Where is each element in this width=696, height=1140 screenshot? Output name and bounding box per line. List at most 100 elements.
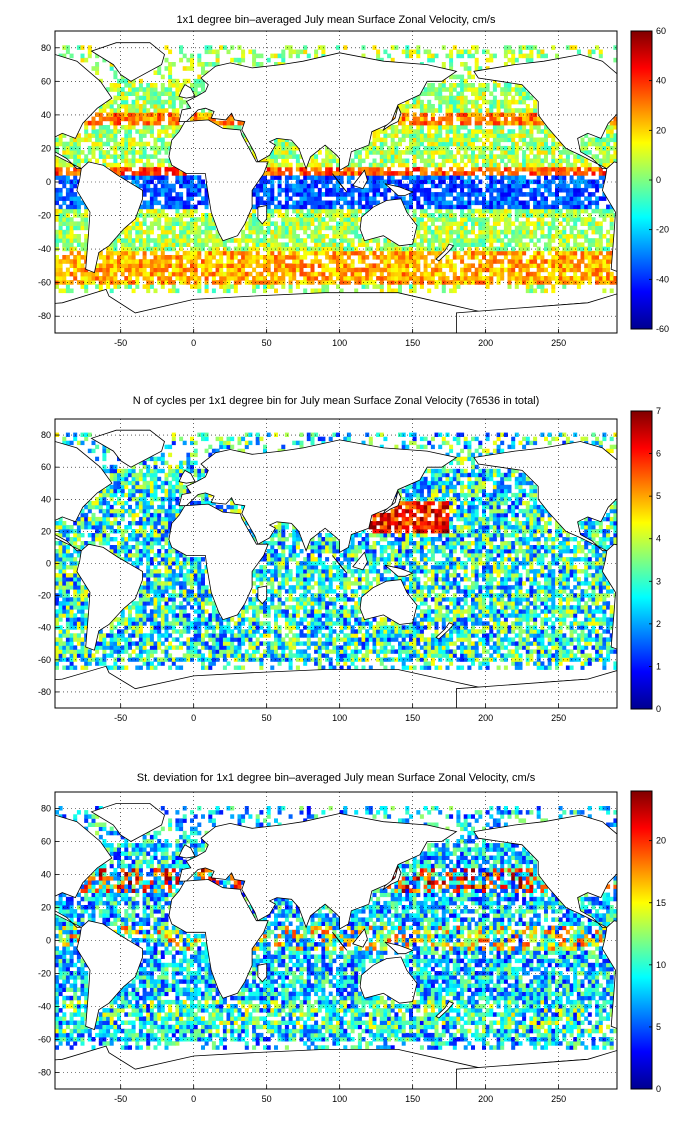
data-cell	[233, 271, 238, 277]
data-cell	[558, 221, 563, 226]
data-cell	[84, 246, 89, 252]
data-cell	[157, 267, 162, 273]
data-cell	[372, 171, 377, 176]
data-cell	[441, 192, 446, 197]
data-cell	[321, 250, 326, 256]
data-cell	[467, 187, 472, 193]
data-cell	[525, 271, 530, 277]
data-cell	[124, 116, 129, 122]
data-cell	[365, 171, 370, 176]
data-cell	[405, 125, 410, 130]
data-cell	[580, 661, 585, 666]
data-cell	[467, 653, 472, 658]
data-cell	[409, 271, 413, 277]
data-cell	[336, 200, 340, 206]
data-cell	[489, 200, 494, 206]
data-cell	[452, 141, 457, 147]
data-cell	[595, 45, 600, 50]
data-cell	[460, 196, 465, 201]
data-cell	[536, 250, 541, 256]
data-cell	[117, 171, 121, 176]
data-cell	[328, 225, 333, 231]
data-cell	[409, 250, 413, 256]
data-cell	[138, 238, 143, 243]
data-cell	[390, 263, 395, 268]
data-cell	[361, 158, 366, 164]
data-cell	[95, 276, 100, 281]
data-cell	[317, 175, 322, 180]
data-cell	[463, 653, 468, 658]
data-cell	[179, 104, 184, 109]
data-cell	[208, 271, 213, 277]
data-cell	[142, 95, 147, 101]
data-cell	[87, 158, 92, 164]
data-cell	[219, 653, 224, 658]
data-cell	[109, 120, 114, 126]
data-cell	[153, 196, 158, 201]
data-cell	[58, 276, 63, 281]
data-cell	[149, 653, 154, 658]
data-cell	[168, 225, 173, 231]
data-cell	[587, 179, 592, 185]
data-cell	[138, 242, 143, 247]
data-cell	[248, 653, 253, 658]
data-cell	[456, 99, 461, 105]
data-cell	[142, 246, 147, 252]
data-cell	[113, 125, 118, 130]
data-cell	[555, 162, 559, 168]
data-cell	[591, 250, 596, 256]
data-cell	[613, 665, 617, 670]
data-cell	[438, 129, 443, 134]
data-cell	[354, 208, 359, 214]
data-cell	[186, 250, 191, 256]
data-cell	[76, 145, 81, 151]
data-cell	[171, 187, 176, 193]
data-cell	[343, 246, 348, 252]
data-cell	[485, 238, 490, 243]
data-cell	[204, 238, 209, 243]
data-cell	[551, 175, 556, 180]
data-cell	[496, 133, 501, 138]
data-cell	[379, 271, 384, 277]
data-cell	[558, 175, 563, 180]
data-cell	[387, 657, 392, 662]
data-cell	[598, 208, 603, 214]
data-cell	[58, 271, 63, 277]
data-cell	[190, 271, 194, 277]
data-cell	[98, 78, 103, 84]
data-cell	[248, 255, 253, 260]
data-cell	[430, 108, 435, 113]
data-cell	[109, 129, 114, 134]
data-cell	[460, 158, 465, 164]
data-cell	[376, 653, 381, 658]
data-cell	[263, 158, 267, 164]
data-cell	[87, 276, 92, 281]
data-cell	[255, 280, 260, 285]
data-cell	[412, 154, 417, 159]
data-cell	[55, 238, 59, 243]
data-cell	[328, 162, 333, 168]
data-cell	[109, 104, 114, 109]
data-cell	[80, 158, 85, 164]
data-cell	[128, 250, 132, 256]
data-cell	[441, 271, 446, 277]
data-cell	[244, 263, 249, 268]
data-cell	[496, 238, 501, 243]
data-cell	[598, 175, 603, 180]
data-cell	[518, 53, 523, 59]
data-cell	[350, 217, 355, 222]
data-cell	[321, 171, 326, 176]
landmass-outline	[455, 293, 617, 333]
data-cell	[142, 133, 147, 138]
data-cell	[317, 242, 322, 247]
data-cell	[197, 234, 202, 239]
data-cell	[95, 53, 100, 59]
data-cell	[452, 183, 457, 189]
data-cell	[106, 154, 111, 159]
data-cell	[354, 280, 359, 285]
data-cell	[299, 208, 304, 214]
data-cell	[124, 166, 129, 172]
data-cell	[460, 665, 465, 670]
data-cell	[146, 83, 151, 88]
data-cell	[62, 242, 67, 247]
